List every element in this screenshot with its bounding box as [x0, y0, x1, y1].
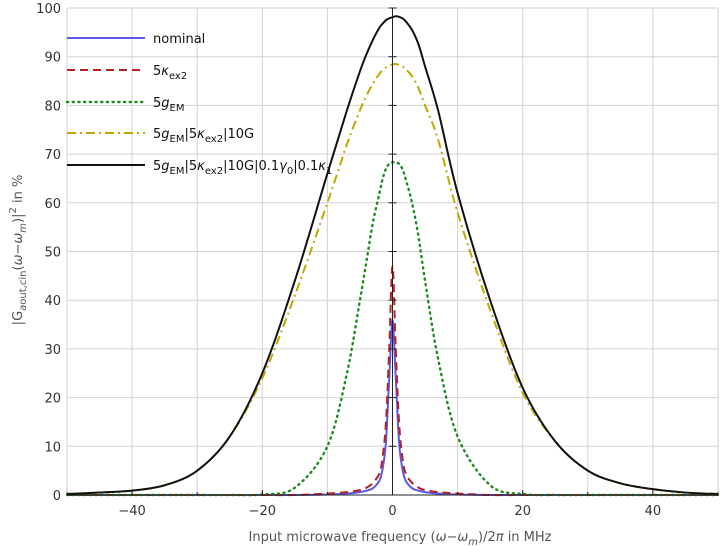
legend: nominal 5κex2 5gEM 5gEM|5κex2|10G 5gEM|5κex2…	[65, 32, 332, 177]
x-axis-title: Input microwave frequency (ω−ωm)/2π in M…	[249, 530, 552, 546]
x-tick-label: −40	[118, 504, 145, 519]
legend-label-3: 5gEM	[153, 96, 185, 114]
y-axis-title: |Gaout,cin(ω−ωm)|2 in %	[8, 175, 29, 326]
y-tick-label: 70	[44, 148, 61, 163]
legend-label-5: 5gEM|5κex2|10G|0.1γ0|0.1κ1	[153, 159, 332, 177]
y-tick-label: 50	[44, 246, 61, 261]
y-tick-label: 100	[36, 2, 61, 17]
y-tick-label: 80	[44, 99, 61, 114]
y-tick-label: 10	[44, 440, 61, 455]
tick-labels: −40 −20 0 20 40 0 10 20 30 40 50 60 70 80 90 100	[36, 2, 661, 519]
y-tick-label: 20	[44, 392, 61, 407]
y-tick-label: 90	[44, 51, 61, 66]
x-tick-label: 40	[645, 504, 662, 519]
legend-label-4: 5gEM|5κex2|10G	[153, 127, 254, 145]
legend-label-1: nominal	[153, 32, 205, 47]
y-tick-label: 0	[53, 489, 61, 504]
y-tick-label: 40	[44, 294, 61, 309]
y-tick-label: 30	[44, 343, 61, 358]
legend-label-2: 5κex2	[153, 64, 187, 82]
y-tick-label: 60	[44, 197, 61, 212]
axes	[66, 7, 719, 496]
x-tick-label: 0	[388, 504, 396, 519]
x-tick-label: 20	[514, 504, 531, 519]
x-tick-label: −20	[249, 504, 276, 519]
